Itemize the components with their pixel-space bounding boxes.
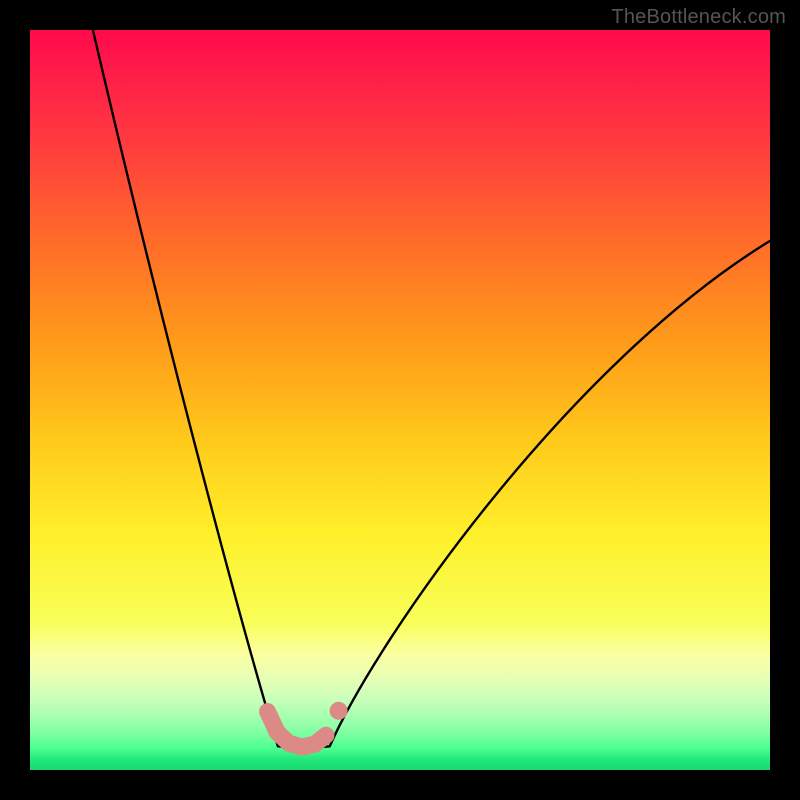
curve-layer [30,30,770,770]
highlight-svg [30,30,770,770]
watermark-text: TheBottleneck.com [611,6,786,29]
highlight-detached-point [330,702,348,720]
highlight-layer [30,30,770,770]
highlight-segment [268,712,326,748]
plot-area [30,30,770,770]
figure-frame: TheBottleneck.com [0,0,800,800]
curve-svg [30,30,770,770]
bottleneck-curve [93,30,770,748]
